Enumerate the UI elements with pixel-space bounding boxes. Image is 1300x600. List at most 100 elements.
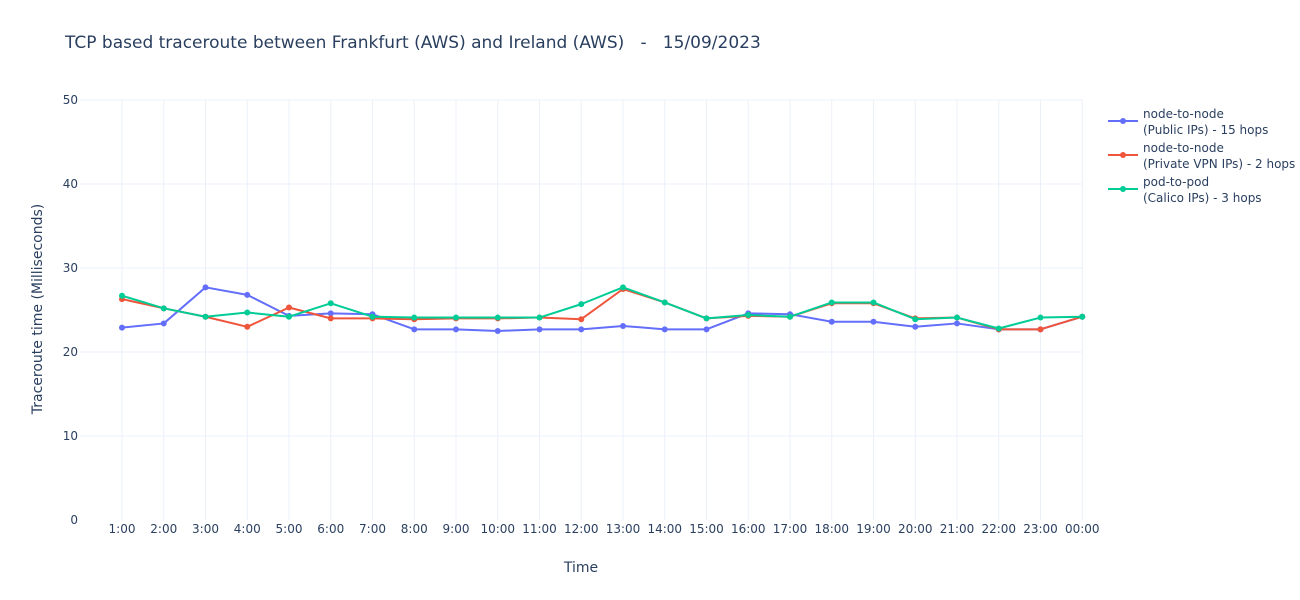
data-point[interactable] — [286, 304, 292, 311]
data-point[interactable] — [578, 316, 585, 323]
x-tick-label: 9:00 — [443, 522, 470, 536]
y-tick-label: 20 — [63, 345, 78, 359]
data-point[interactable] — [244, 309, 251, 316]
data-point[interactable] — [244, 323, 251, 330]
x-axis-ticks: 1:00 2:00 3:00 4:00 5:00 6:00 7:00 8:00 9:00 10:0… — [109, 522, 1100, 536]
data-point[interactable] — [828, 299, 835, 306]
y-axis-title: Traceroute time (Milliseconds) — [30, 204, 46, 415]
legend-sublabel: (Calico IPs) - 3 hops — [1143, 191, 1262, 205]
data-point[interactable] — [119, 292, 125, 299]
series-1 — [119, 284, 1086, 334]
data-point[interactable] — [494, 328, 501, 334]
x-tick-label: 16:00 — [731, 522, 766, 536]
data-point[interactable] — [536, 314, 543, 321]
data-point[interactable] — [745, 312, 752, 319]
data-point[interactable] — [327, 315, 334, 322]
data-point[interactable] — [578, 326, 585, 333]
legend-sublabel: (Private VPN IPs) - 2 hops — [1143, 157, 1295, 171]
legend-swatch-marker — [1120, 152, 1126, 158]
data-point[interactable] — [620, 322, 626, 329]
data-point[interactable] — [160, 305, 167, 312]
data-point[interactable] — [703, 315, 710, 322]
x-tick-label: 18:00 — [814, 522, 849, 536]
data-point[interactable] — [244, 291, 251, 298]
data-point[interactable] — [494, 314, 501, 321]
data-point[interactable] — [870, 299, 877, 306]
data-point[interactable] — [787, 313, 793, 320]
legend-swatch-marker — [1120, 186, 1126, 192]
data-point[interactable] — [703, 326, 710, 333]
x-tick-label: 4:00 — [234, 522, 261, 536]
data-point[interactable] — [1079, 313, 1086, 320]
data-point[interactable] — [119, 324, 125, 331]
x-tick-label: 14:00 — [647, 522, 682, 536]
y-axis-ticks: 0 10 20 30 40 50 — [63, 93, 78, 527]
y-tick-label: 40 — [63, 177, 78, 191]
data-point[interactable] — [286, 313, 292, 320]
series-line — [121, 286, 1083, 330]
data-point[interactable] — [369, 313, 376, 320]
data-point[interactable] — [453, 326, 459, 333]
data-point[interactable] — [828, 318, 835, 325]
legend-swatch-marker — [1120, 118, 1126, 124]
x-tick-label: 2:00 — [150, 522, 177, 536]
data-point[interactable] — [411, 314, 418, 321]
y-tick-label: 50 — [63, 93, 78, 107]
x-tick-label: 8:00 — [401, 522, 428, 536]
x-tick-label: 10:00 — [480, 522, 515, 536]
data-point[interactable] — [1037, 326, 1044, 333]
x-tick-label: 5:00 — [276, 522, 303, 536]
data-point[interactable] — [661, 326, 668, 333]
data-point[interactable] — [536, 326, 543, 333]
data-point[interactable] — [1037, 314, 1044, 321]
legend-item[interactable]: node-to-node (Public IPs) - 15 hops — [1108, 107, 1268, 137]
data-point[interactable] — [661, 299, 668, 306]
grid-lines — [80, 99, 1083, 520]
x-tick-label: 17:00 — [773, 522, 808, 536]
data-point[interactable] — [912, 316, 919, 323]
data-point[interactable] — [954, 320, 960, 327]
data-point[interactable] — [411, 326, 418, 333]
y-tick-label: 10 — [63, 429, 78, 443]
x-tick-label: 21:00 — [940, 522, 975, 536]
x-tick-label: 19:00 — [856, 522, 891, 536]
x-tick-label: 22:00 — [981, 522, 1016, 536]
y-tick-label: 30 — [63, 261, 78, 275]
series-3 — [119, 284, 1086, 332]
x-tick-label: 3:00 — [192, 522, 219, 536]
series-lines — [119, 284, 1086, 334]
x-tick-label: 12:00 — [564, 522, 599, 536]
legend-label: node-to-node — [1143, 141, 1224, 155]
x-tick-label: 7:00 — [359, 522, 386, 536]
data-point[interactable] — [327, 300, 334, 307]
data-point[interactable] — [160, 320, 167, 327]
legend-label: node-to-node — [1143, 107, 1224, 121]
data-point[interactable] — [202, 313, 209, 320]
data-point[interactable] — [995, 325, 1002, 332]
data-point[interactable] — [954, 314, 960, 321]
chart-title: TCP based traceroute between Frankfurt (… — [65, 33, 761, 53]
legend-sublabel: (Public IPs) - 15 hops — [1143, 123, 1268, 137]
x-tick-label: 15:00 — [689, 522, 724, 536]
data-point[interactable] — [327, 310, 334, 317]
legend-label: pod-to-pod — [1143, 175, 1209, 189]
x-tick-label: 20:00 — [898, 522, 933, 536]
x-axis-title: Time — [563, 560, 598, 576]
x-tick-label: 11:00 — [522, 522, 557, 536]
x-tick-label: 23:00 — [1023, 522, 1058, 536]
data-point[interactable] — [453, 314, 459, 321]
data-point[interactable] — [202, 284, 209, 291]
data-point[interactable] — [870, 318, 877, 325]
legend-item[interactable]: pod-to-pod (Calico IPs) - 3 hops — [1108, 175, 1262, 205]
data-point[interactable] — [912, 323, 919, 330]
legend[interactable]: node-to-node(Public IPs) - 15 hopsnode-t… — [1108, 107, 1295, 205]
y-tick-label: 0 — [70, 513, 78, 527]
x-tick-label: 13:00 — [606, 522, 641, 536]
x-tick-label: 6:00 — [317, 522, 344, 536]
data-point[interactable] — [620, 284, 626, 291]
data-point[interactable] — [578, 301, 585, 308]
legend-item[interactable]: node-to-node (Private VPN IPs) - 2 hops — [1108, 141, 1295, 171]
x-tick-label: 00:00 — [1065, 522, 1100, 536]
series-line — [121, 286, 1083, 332]
